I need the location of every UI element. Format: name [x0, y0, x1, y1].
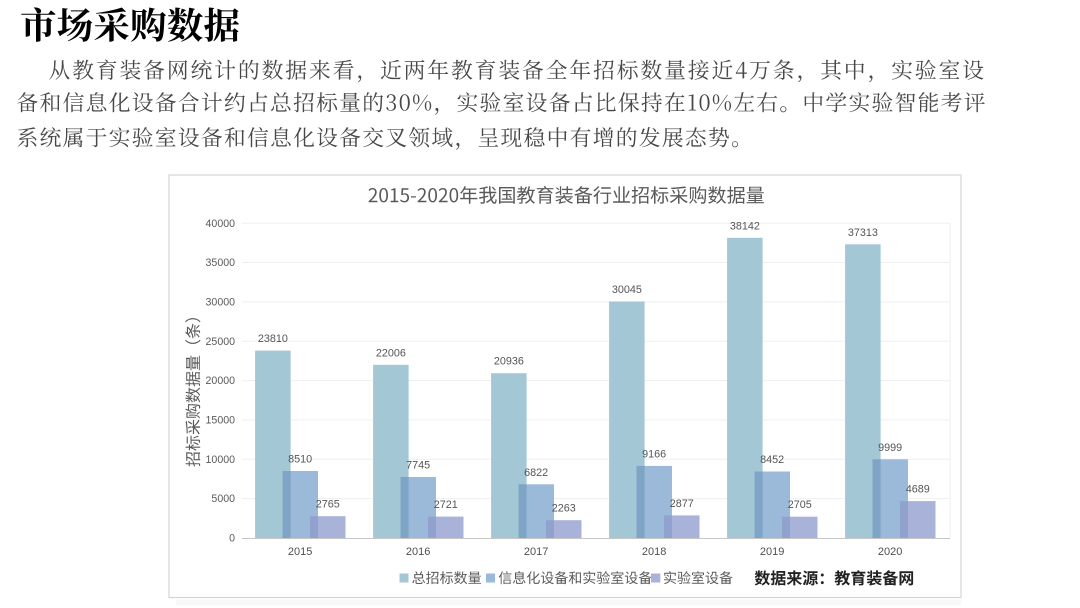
svg-text:15000: 15000 [206, 415, 236, 427]
svg-text:5000: 5000 [211, 493, 235, 505]
svg-text:23810: 23810 [258, 333, 288, 345]
svg-text:2017: 2017 [524, 546, 548, 558]
svg-text:10000: 10000 [206, 454, 236, 466]
svg-text:30045: 30045 [612, 284, 642, 296]
svg-text:2263: 2263 [552, 503, 576, 515]
svg-text:2019: 2019 [760, 546, 784, 558]
svg-text:2765: 2765 [316, 499, 340, 511]
svg-text:9166: 9166 [642, 448, 666, 460]
svg-text:2016: 2016 [406, 546, 430, 558]
svg-text:38142: 38142 [730, 220, 760, 232]
svg-text:40000: 40000 [206, 218, 236, 230]
svg-text:20936: 20936 [494, 356, 524, 368]
svg-text:7745: 7745 [406, 460, 430, 472]
svg-text:30000: 30000 [206, 297, 236, 309]
svg-text:9999: 9999 [878, 442, 902, 454]
svg-text:8510: 8510 [288, 454, 312, 466]
svg-text:0: 0 [229, 533, 235, 545]
svg-text:2705: 2705 [788, 499, 812, 511]
svg-text:2877: 2877 [670, 498, 694, 510]
svg-text:25000: 25000 [206, 336, 236, 348]
svg-text:20000: 20000 [206, 375, 236, 387]
svg-text:2015: 2015 [288, 546, 312, 558]
svg-text:4689: 4689 [906, 484, 930, 496]
svg-text:35000: 35000 [206, 257, 236, 269]
svg-text:22006: 22006 [376, 347, 406, 359]
svg-text:37313: 37313 [848, 227, 878, 239]
svg-text:6822: 6822 [524, 467, 548, 479]
svg-text:2018: 2018 [642, 546, 666, 558]
svg-text:2721: 2721 [434, 499, 458, 511]
svg-text:2020: 2020 [878, 546, 902, 558]
svg-text:8452: 8452 [760, 454, 784, 466]
